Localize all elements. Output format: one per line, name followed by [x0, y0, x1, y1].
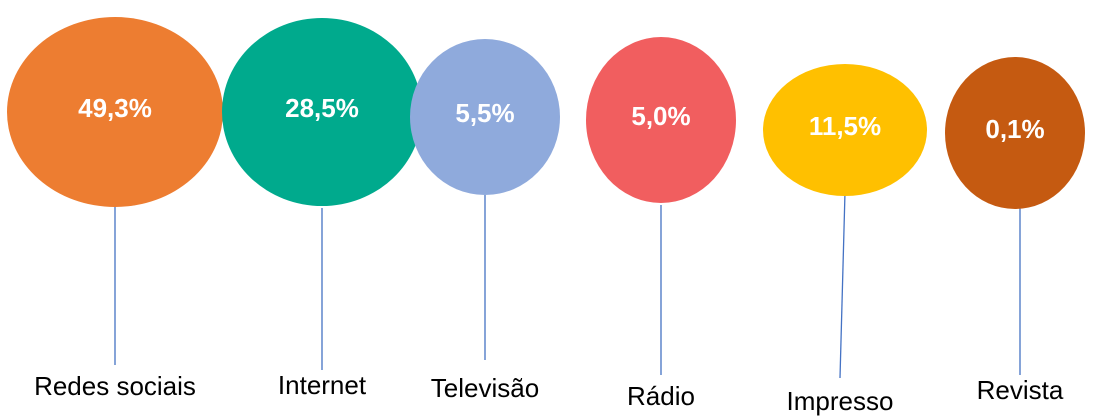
- value-label: 0,1%: [985, 114, 1044, 144]
- value-label: 28,5%: [285, 93, 359, 123]
- category-label: Impresso: [787, 386, 894, 416]
- value-label: 5,0%: [631, 101, 690, 131]
- value-label: 49,3%: [78, 93, 152, 123]
- value-label: 11,5%: [809, 111, 881, 141]
- bubble: [945, 57, 1085, 209]
- category-label: Rádio: [627, 381, 695, 411]
- bubble: [7, 17, 223, 207]
- connector-line: [839, 191, 846, 379]
- bubble: [586, 37, 736, 203]
- bubble: [222, 18, 422, 206]
- bubble: [410, 39, 560, 195]
- category-label: Televisão: [431, 373, 539, 403]
- category-label: Redes sociais: [34, 371, 196, 401]
- category-label: Revista: [977, 375, 1064, 405]
- category-label: Internet: [278, 370, 367, 400]
- value-label: 5,5%: [455, 98, 514, 128]
- bubble: [763, 64, 927, 196]
